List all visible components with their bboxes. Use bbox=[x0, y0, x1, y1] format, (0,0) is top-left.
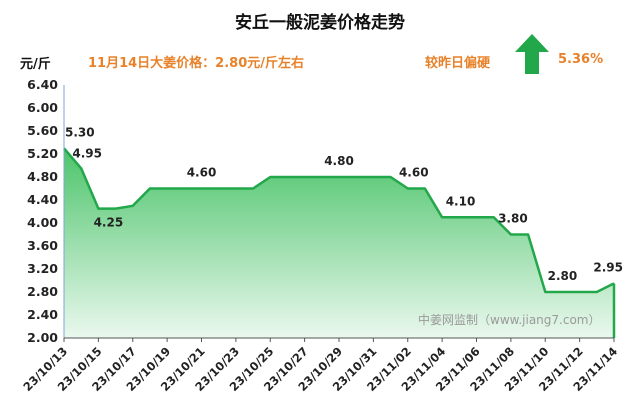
y-tick-label: 4.00 bbox=[27, 215, 58, 230]
y-tick-label: 3.60 bbox=[27, 238, 58, 253]
y-unit-label: 元/斤 bbox=[20, 57, 51, 72]
y-tick-label: 6.40 bbox=[27, 77, 58, 92]
data-label: 4.60 bbox=[399, 166, 429, 180]
arrow-up-icon bbox=[515, 34, 549, 74]
data-label: 4.10 bbox=[446, 194, 476, 208]
y-tick-label: 2.00 bbox=[27, 330, 58, 345]
y-tick-label: 5.60 bbox=[27, 123, 58, 138]
y-tick-label: 6.00 bbox=[27, 100, 58, 115]
data-label: 3.80 bbox=[498, 212, 528, 226]
y-tick-label: 2.80 bbox=[27, 284, 58, 299]
y-tick-label: 5.20 bbox=[27, 146, 58, 161]
y-tick-label: 2.40 bbox=[27, 307, 58, 322]
data-label: 2.80 bbox=[548, 269, 578, 283]
data-label: 5.30 bbox=[65, 125, 95, 139]
data-label: 2.95 bbox=[593, 260, 623, 274]
y-tick-label: 3.20 bbox=[27, 261, 58, 276]
price-line bbox=[63, 147, 615, 294]
data-label: 4.60 bbox=[187, 166, 217, 180]
compare-label: 较昨日偏硬 bbox=[425, 56, 491, 71]
price-note: 11月14日大姜价格：2.80元/斤左右 bbox=[88, 56, 305, 71]
data-label: 4.80 bbox=[324, 154, 354, 168]
y-tick-label: 4.40 bbox=[27, 192, 58, 207]
price-area-fill bbox=[64, 148, 614, 338]
compare-value: 5.36% bbox=[558, 52, 604, 67]
watermark: 中姜网监制（www.jiang7.com） bbox=[418, 312, 600, 327]
data-label: 4.25 bbox=[94, 216, 124, 230]
y-tick-label: 4.80 bbox=[27, 169, 58, 184]
data-label: 4.95 bbox=[72, 146, 102, 160]
chart-title: 安丘一般泥姜价格走势 bbox=[235, 13, 405, 33]
